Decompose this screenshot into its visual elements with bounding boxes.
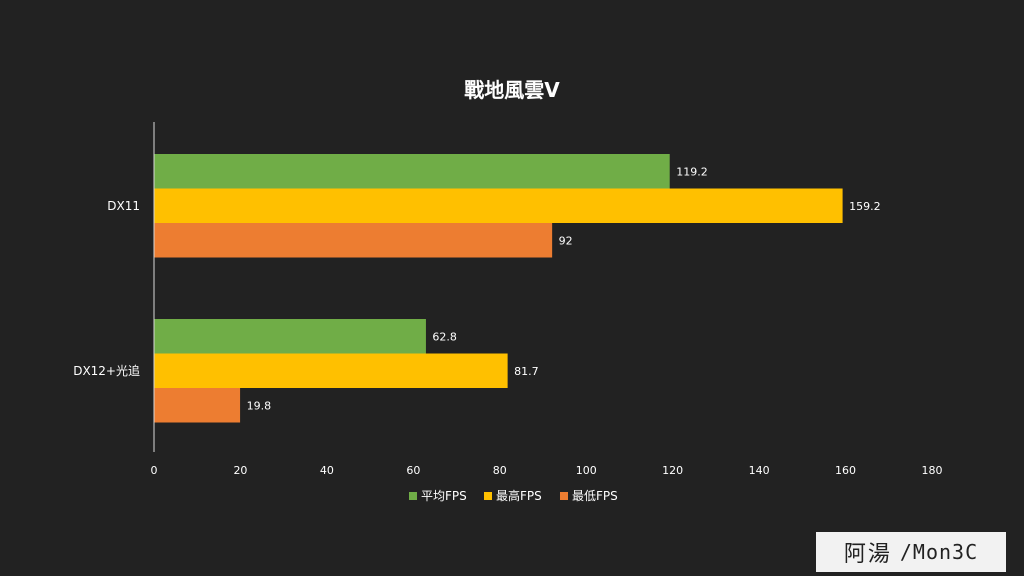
x-tick-label-0: 0: [151, 464, 158, 477]
category-labels-layer: DX11 DX12+光追: [73, 199, 140, 378]
x-tick-label-1: 20: [233, 464, 247, 477]
bar-0-0: [154, 154, 670, 189]
legend: 平均FPS 最高FPS 最低FPS: [409, 488, 618, 503]
category-label-0: DX11: [107, 199, 140, 213]
x-tick-label-5: 100: [576, 464, 597, 477]
watermark-logo: 阿湯 /Mon3C: [816, 532, 1006, 572]
category-label-1: DX12+光追: [73, 363, 140, 378]
data-label-0-1: 159.2: [849, 200, 881, 213]
x-tick-label-3: 60: [406, 464, 420, 477]
bars-layer: [154, 154, 843, 423]
bar-1-1: [154, 353, 508, 388]
bar-1-0: [154, 319, 426, 354]
data-label-0-0: 119.2: [676, 165, 708, 178]
bar-0-2: [154, 223, 553, 258]
bar-0-1: [154, 188, 843, 223]
data-label-1-0: 62.8: [432, 330, 457, 343]
x-tick-label-6: 120: [662, 464, 683, 477]
x-tick-label-8: 160: [835, 464, 856, 477]
bar-1-2: [154, 388, 241, 423]
legend-label-1: 最高FPS: [496, 488, 542, 503]
chart-title: 戰地風雲Ⅴ: [464, 78, 560, 102]
legend-swatch-0: [409, 492, 417, 500]
x-tick-label-4: 80: [493, 464, 507, 477]
x-tick-label-9: 180: [922, 464, 943, 477]
x-tick-label-7: 140: [749, 464, 770, 477]
legend-label-2: 最低FPS: [572, 489, 618, 503]
legend-swatch-2: [560, 492, 568, 500]
x-tick-label-2: 40: [320, 464, 334, 477]
data-label-0-2: 92: [559, 234, 573, 247]
legend-swatch-1: [484, 492, 492, 500]
x-ticks-layer: 0 20 40 60 80 100 120 140 160 180: [151, 464, 943, 477]
data-labels-layer: 119.2 159.2 92 62.8 81.7 19.8: [247, 165, 881, 412]
legend-label-0: 平均FPS: [421, 489, 467, 503]
watermark-cjk-text: 阿湯: [843, 542, 892, 567]
data-label-1-2: 19.8: [247, 399, 272, 412]
data-label-1-1: 81.7: [514, 365, 539, 378]
watermark-logo-text: /Mon3C: [899, 540, 979, 564]
